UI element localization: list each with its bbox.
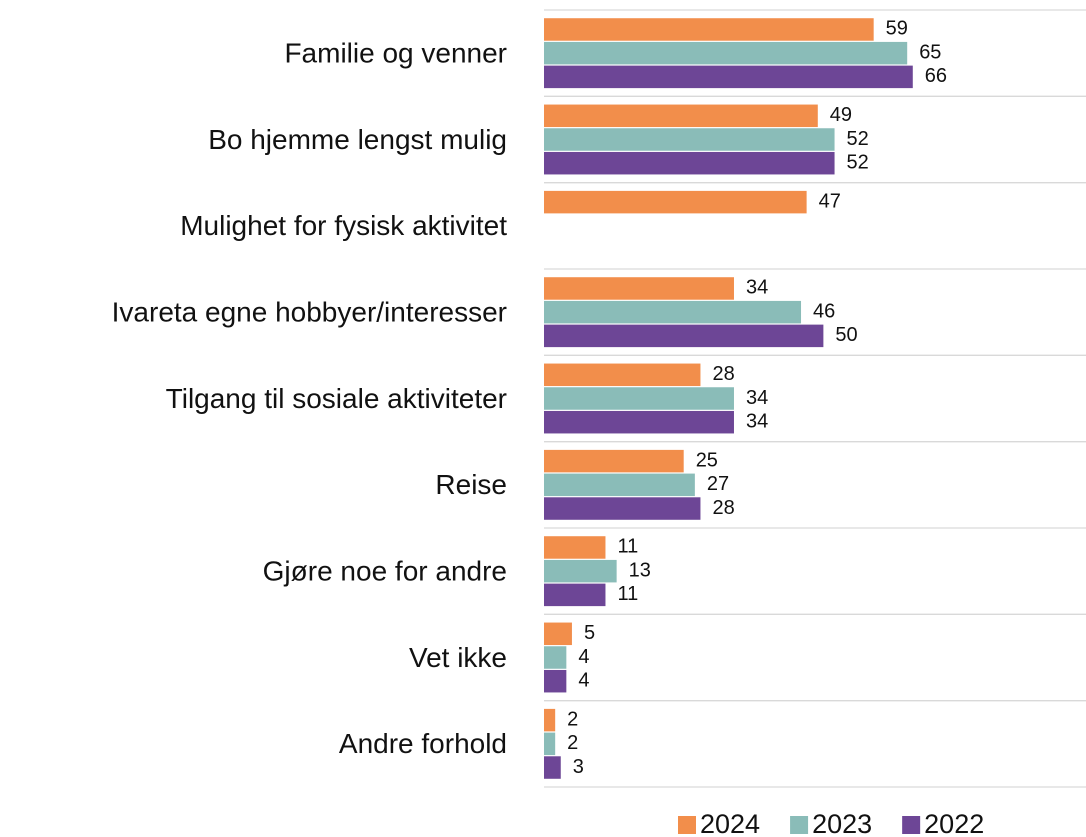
bar: [544, 449, 684, 473]
category-label: Reise: [435, 469, 507, 500]
bar: [544, 410, 734, 434]
category-label: Mulighet for fysisk aktivitet: [180, 210, 507, 241]
value-label: 46: [813, 300, 835, 322]
category-label: Vet ikke: [409, 642, 507, 673]
value-label: 66: [925, 65, 947, 87]
legend-label: 2024: [700, 809, 760, 837]
category-label: Ivareta egne hobbyer/interesser: [112, 297, 507, 328]
category-label: Tilgang til sosiale aktiviteter: [166, 383, 507, 414]
value-label: 5: [584, 622, 595, 644]
bar: [544, 104, 818, 128]
bar: [544, 65, 913, 89]
value-label: 34: [746, 277, 768, 299]
value-label: 50: [835, 324, 857, 346]
legend-label: 2023: [812, 809, 872, 837]
bar: [544, 473, 695, 497]
legend-swatch: [678, 816, 696, 834]
value-label: 28: [712, 497, 734, 519]
value-label: 2: [567, 708, 578, 730]
value-label: 4: [578, 669, 589, 691]
bar: [544, 190, 807, 214]
value-label: 52: [847, 151, 869, 173]
bar: [544, 669, 567, 693]
bar: [544, 41, 908, 65]
value-label: 27: [707, 473, 729, 495]
bar: [544, 583, 606, 607]
bar: [544, 646, 567, 669]
category-label: Familie og venner: [284, 38, 507, 69]
value-label: 34: [746, 387, 768, 409]
bar: [544, 151, 835, 175]
bar: [544, 559, 617, 583]
bar: [544, 756, 561, 779]
value-label: 52: [847, 128, 869, 150]
bar: [544, 363, 701, 387]
bar: [544, 536, 606, 559]
value-label: 59: [886, 18, 908, 40]
category-label: Bo hjemme lengst mulig: [208, 124, 507, 155]
value-label: 34: [746, 410, 768, 432]
bar: [544, 300, 802, 324]
value-label: 25: [696, 449, 718, 471]
value-label: 49: [830, 104, 852, 126]
bar: [544, 732, 556, 756]
bar: [544, 497, 701, 520]
bar: [544, 387, 734, 410]
value-label: 3: [573, 756, 584, 778]
value-label: 65: [919, 41, 941, 63]
value-label: 47: [819, 190, 841, 212]
value-label: 28: [712, 363, 734, 385]
value-label: 2: [567, 732, 578, 754]
bar: [544, 277, 734, 300]
bar: [544, 128, 835, 151]
value-label: 11: [617, 583, 638, 605]
value-label: 13: [629, 559, 651, 581]
value-label: 11: [617, 536, 638, 558]
legend-swatch: [902, 816, 921, 834]
category-label: Andre forhold: [339, 728, 507, 759]
bar: [544, 18, 874, 41]
legend-swatch: [790, 816, 809, 834]
legend-label: 2022: [924, 809, 984, 837]
bar: [544, 324, 824, 348]
category-label: Gjøre noe for andre: [263, 556, 507, 587]
bar: [544, 708, 556, 732]
bar: [544, 622, 572, 646]
value-label: 4: [578, 646, 589, 668]
